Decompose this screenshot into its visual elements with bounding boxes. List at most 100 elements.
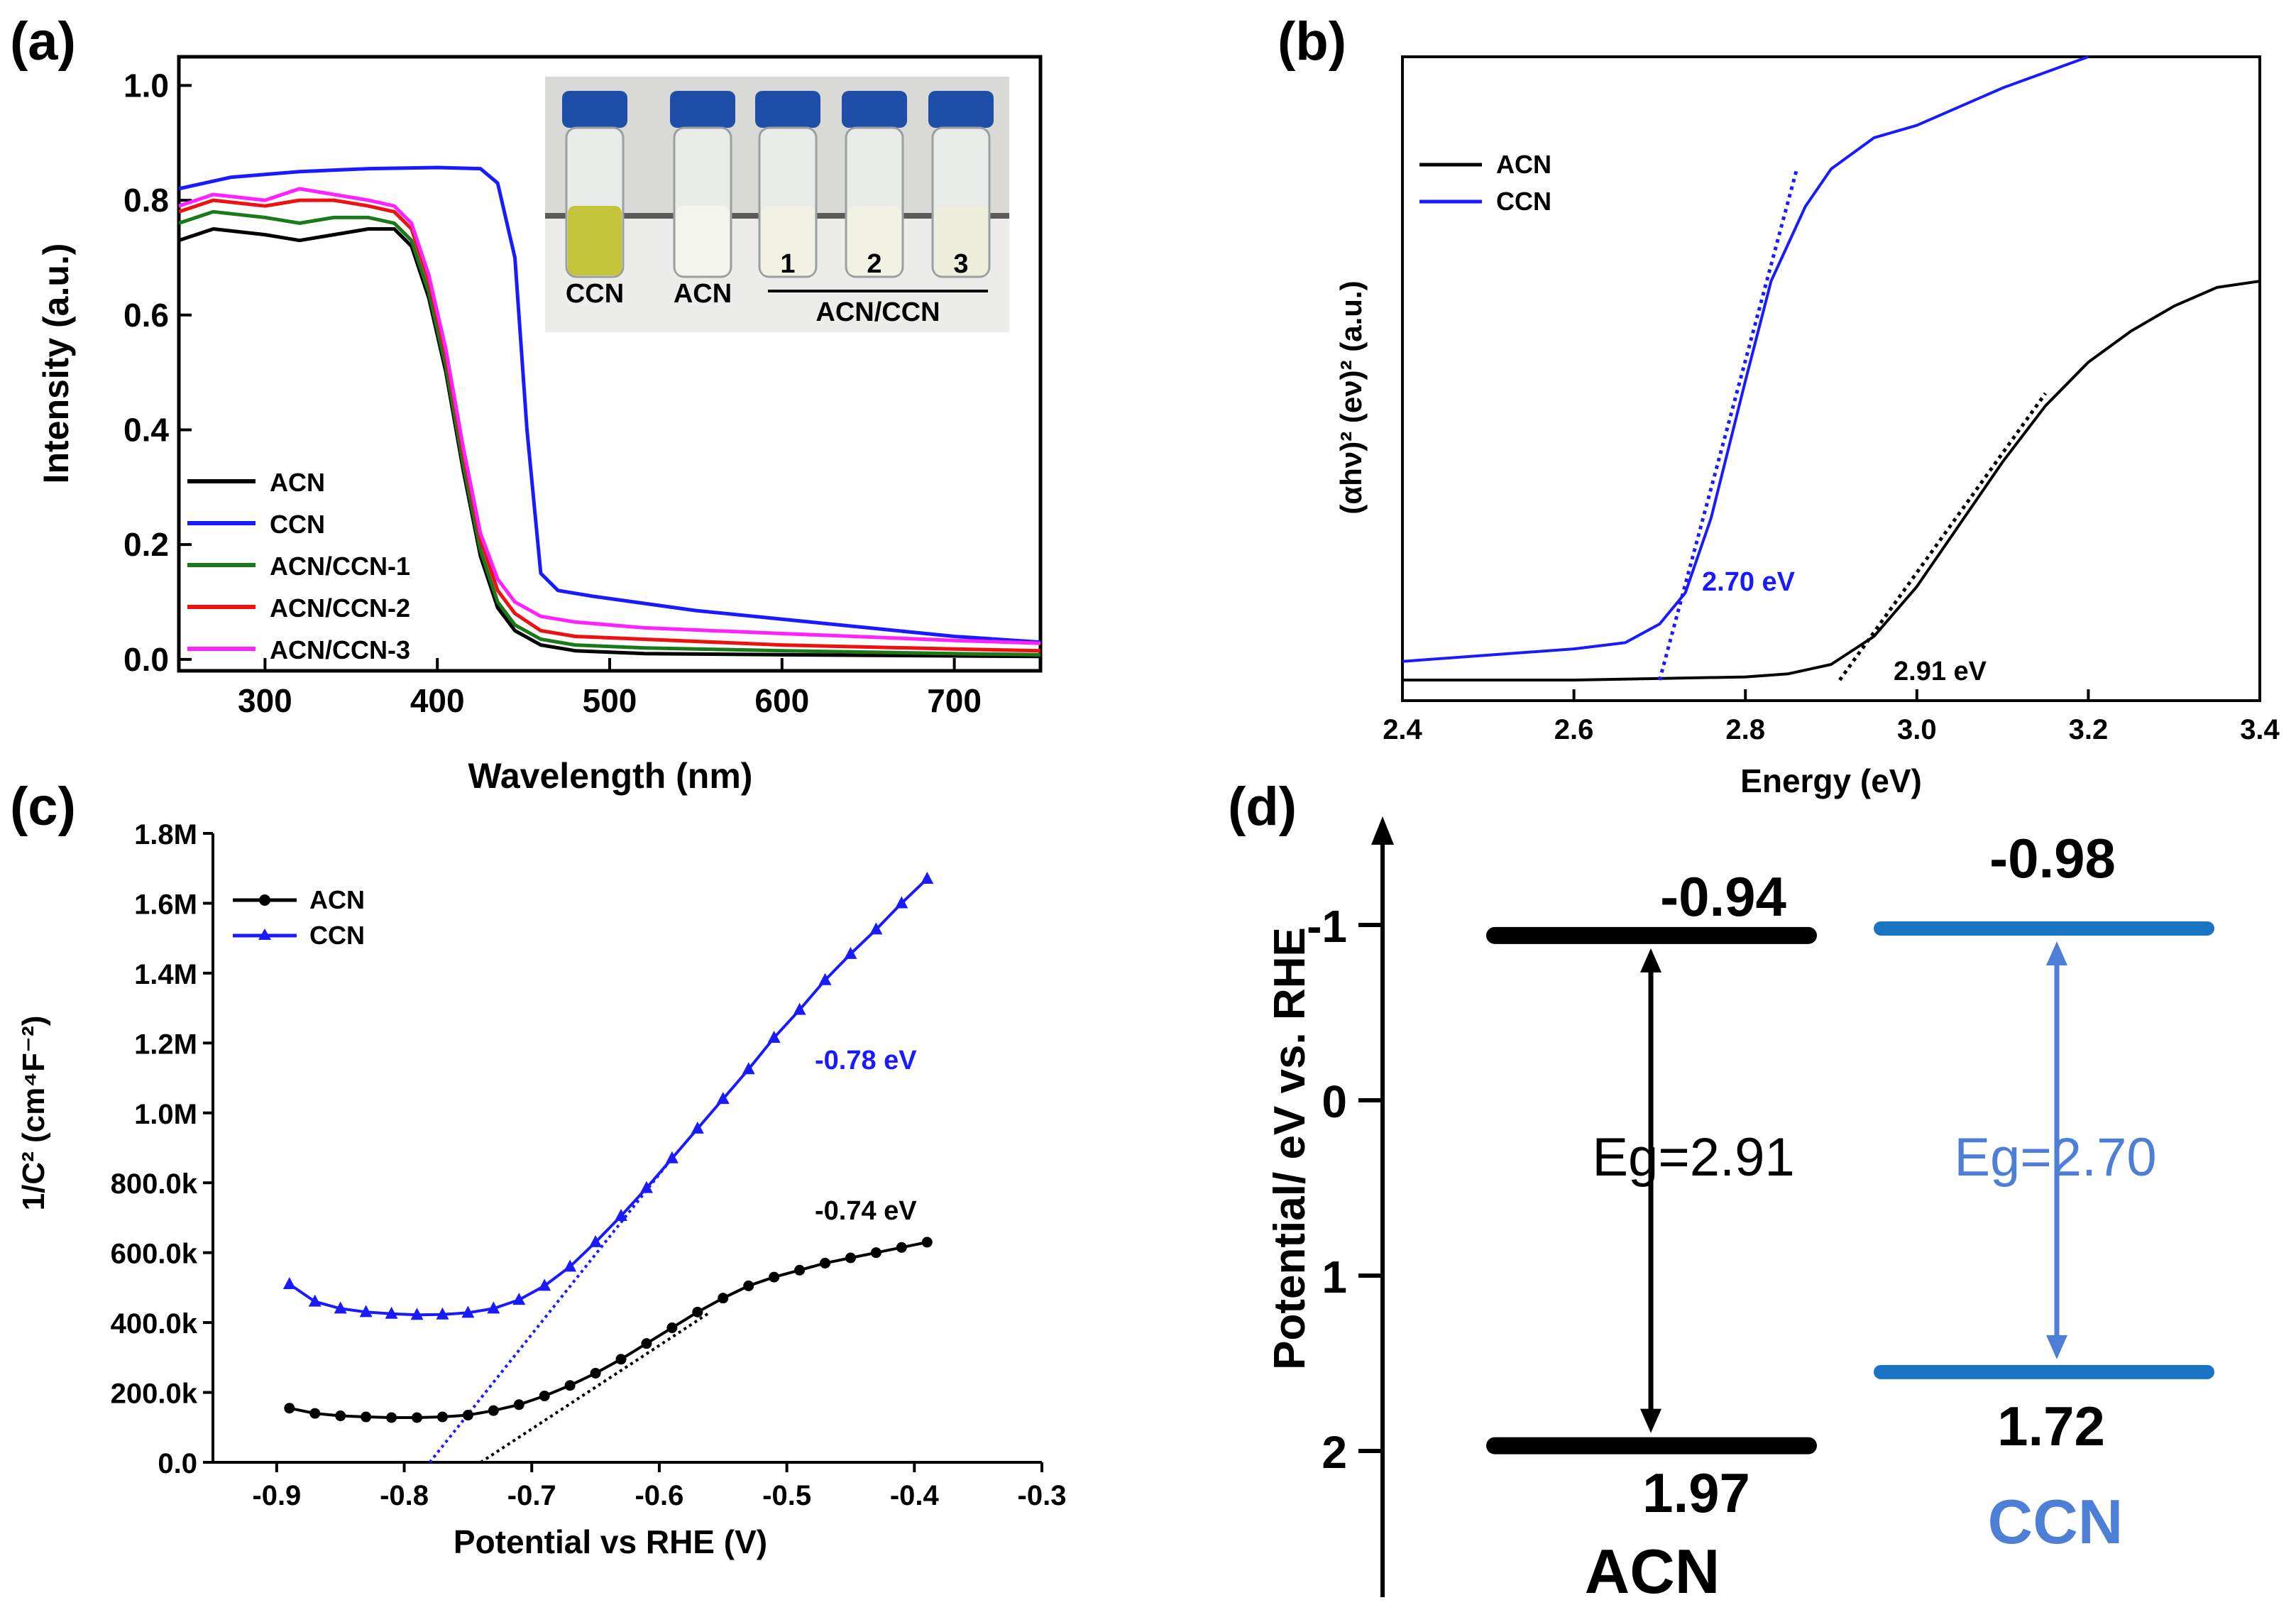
b-ylabel: (αhν)² (eν)² (a.u.) (1334, 280, 1368, 514)
a-legend: ACN CCN ACN/CCN-1 ACN/CCN-2 ACN/CCN-3 (187, 468, 410, 664)
c-point-acn (718, 1293, 729, 1304)
c-ticks (203, 832, 1043, 1472)
vial-powder (676, 206, 730, 275)
vial-powder (568, 206, 622, 275)
c-ytick-label: 1.4M (134, 959, 197, 990)
c-ytick-label: 200.0k (111, 1379, 198, 1410)
a-ticks (179, 84, 956, 671)
panel-label-d: (d) (1228, 777, 1297, 837)
c-point-acn (692, 1306, 703, 1318)
vial-label: ACN (674, 279, 732, 309)
c-point-ccn (589, 1234, 603, 1247)
d-ccn-vb-value: 1.72 (1997, 1395, 2105, 1457)
c-fit-label-acn: -0.74 eV (815, 1196, 917, 1226)
d-ticklabels: -1 0 1 2 (1307, 901, 1347, 1478)
c-legend-marker-ccn (258, 929, 271, 940)
c-xtick-label: -0.7 (507, 1480, 556, 1511)
b-legend-acn: ACN (1496, 150, 1551, 179)
a-legend-acn-ccn-3: ACN/CCN-3 (270, 635, 410, 664)
a-series-ccn (178, 165, 1041, 645)
a-xtick-label: 300 (238, 682, 292, 719)
c-point-ccn (767, 1030, 781, 1043)
c-point-acn (361, 1411, 372, 1423)
c-point-acn (921, 1237, 933, 1248)
c-fit-label-ccn: -0.78 eV (815, 1046, 917, 1075)
b-xtick-label: 3.0 (1897, 714, 1937, 745)
panel-label-b: (b) (1278, 11, 1346, 72)
c-point-ccn (359, 1305, 373, 1318)
c-point-ccn (308, 1294, 322, 1307)
c-point-acn (412, 1412, 423, 1423)
vial-cap (562, 91, 627, 128)
c-point-ccn (869, 922, 883, 935)
c-ytick-label: 1.8M (134, 819, 197, 850)
a-ylabel: Intensity (a.u.) (36, 243, 76, 484)
a-legend-acn-ccn-2: ACN/CCN-2 (270, 593, 410, 623)
c-point-ccn (436, 1307, 449, 1320)
b-fits (1657, 168, 2048, 681)
c-point-ccn (742, 1062, 755, 1075)
c-point-ccn (410, 1308, 424, 1320)
c-point-ccn (818, 973, 832, 985)
c-point-ccn (538, 1278, 551, 1291)
d-acn-vb-value: 1.97 (1642, 1462, 1750, 1524)
d-acn-cb-value: -0.94 (1660, 865, 1786, 928)
c-legend-marker-acn (259, 894, 270, 906)
c-point-ccn (691, 1121, 704, 1134)
c-point-acn (309, 1408, 321, 1419)
c-xtick-label: -0.8 (380, 1480, 429, 1511)
c-point-ccn (793, 1002, 806, 1015)
c-point-ccn (921, 871, 934, 884)
c-ytick-label: 800.0k (111, 1168, 198, 1200)
a-ytick-label: 0.0 (123, 641, 169, 678)
vial-powder (761, 206, 815, 275)
panel-b: (b) 2.4 2.6 2.8 3.0 3.2 3.4 2.70 eV 2.91 eV E… (1278, 11, 2280, 799)
plot-frame-b (1401, 55, 2261, 702)
c-point-ccn (716, 1092, 730, 1105)
c-legend-acn: ACN (309, 885, 365, 914)
c-point-ccn (564, 1259, 577, 1272)
a-legend-ccn: CCN (270, 510, 325, 539)
b-xtick-label: 3.2 (2069, 714, 2109, 745)
c-point-ccn (615, 1208, 628, 1221)
c-point-acn (820, 1257, 831, 1269)
a-xtick-label: 600 (754, 682, 809, 719)
a-series-acn-ccn-3 (178, 187, 1041, 645)
c-ytick-label: 1.6M (134, 889, 197, 920)
d-ytick-label: 2 (1322, 1427, 1347, 1478)
c-xtick-label: -0.9 (252, 1480, 301, 1511)
vial-powder (847, 206, 901, 275)
c-point-acn (870, 1247, 881, 1259)
a-ytick-label: 0.4 (123, 411, 169, 448)
b-xlabel: Energy (eV) (1740, 762, 1922, 799)
c-ytick-label: 1.0M (134, 1099, 197, 1130)
c-point-acn (386, 1412, 397, 1423)
vial-photo-inset: CCN ACN 1 2 3 ACN/CCN (545, 77, 1009, 332)
d-ccn-cb-value: -0.98 (1989, 827, 2116, 889)
vial-label: CCN (566, 279, 624, 309)
c-point-acn (436, 1411, 448, 1423)
c-point-acn (615, 1354, 627, 1365)
d-ticks (1358, 923, 1383, 1453)
vial-label: 3 (953, 249, 968, 279)
b-legend-ccn: CCN (1496, 187, 1551, 216)
c-xtick-label: -0.6 (635, 1480, 683, 1511)
c-ytick-label: 1.2M (134, 1029, 197, 1060)
inset-group-label: ACN/CCN (815, 297, 940, 327)
c-xtick-label: -0.4 (890, 1480, 940, 1511)
d-acn-arrowhead-bottom (1640, 1408, 1661, 1433)
vial-label: 2 (867, 249, 881, 279)
c-point-acn (896, 1242, 907, 1253)
panel-c: (c) -0.9 -0.8 -0.7 -0.6 -0.5 -0.4 -0.3 0.0 200.0… (10, 777, 1066, 1560)
b-legend: ACN CCN (1419, 150, 1551, 216)
c-point-ccn (665, 1151, 679, 1163)
vial-cap (928, 91, 994, 128)
b-fit-line-0 (1657, 168, 1799, 681)
c-point-acn (590, 1367, 601, 1379)
b-xtick-label: 3.4 (2240, 714, 2280, 745)
b-series (1402, 55, 2261, 681)
d-acn-eg: Eg=2.91 (1592, 1127, 1794, 1188)
d-ccn-name: CCN (1988, 1486, 2124, 1557)
d-ccn-arrowhead-bottom (2046, 1335, 2067, 1359)
c-point-acn (743, 1280, 754, 1291)
